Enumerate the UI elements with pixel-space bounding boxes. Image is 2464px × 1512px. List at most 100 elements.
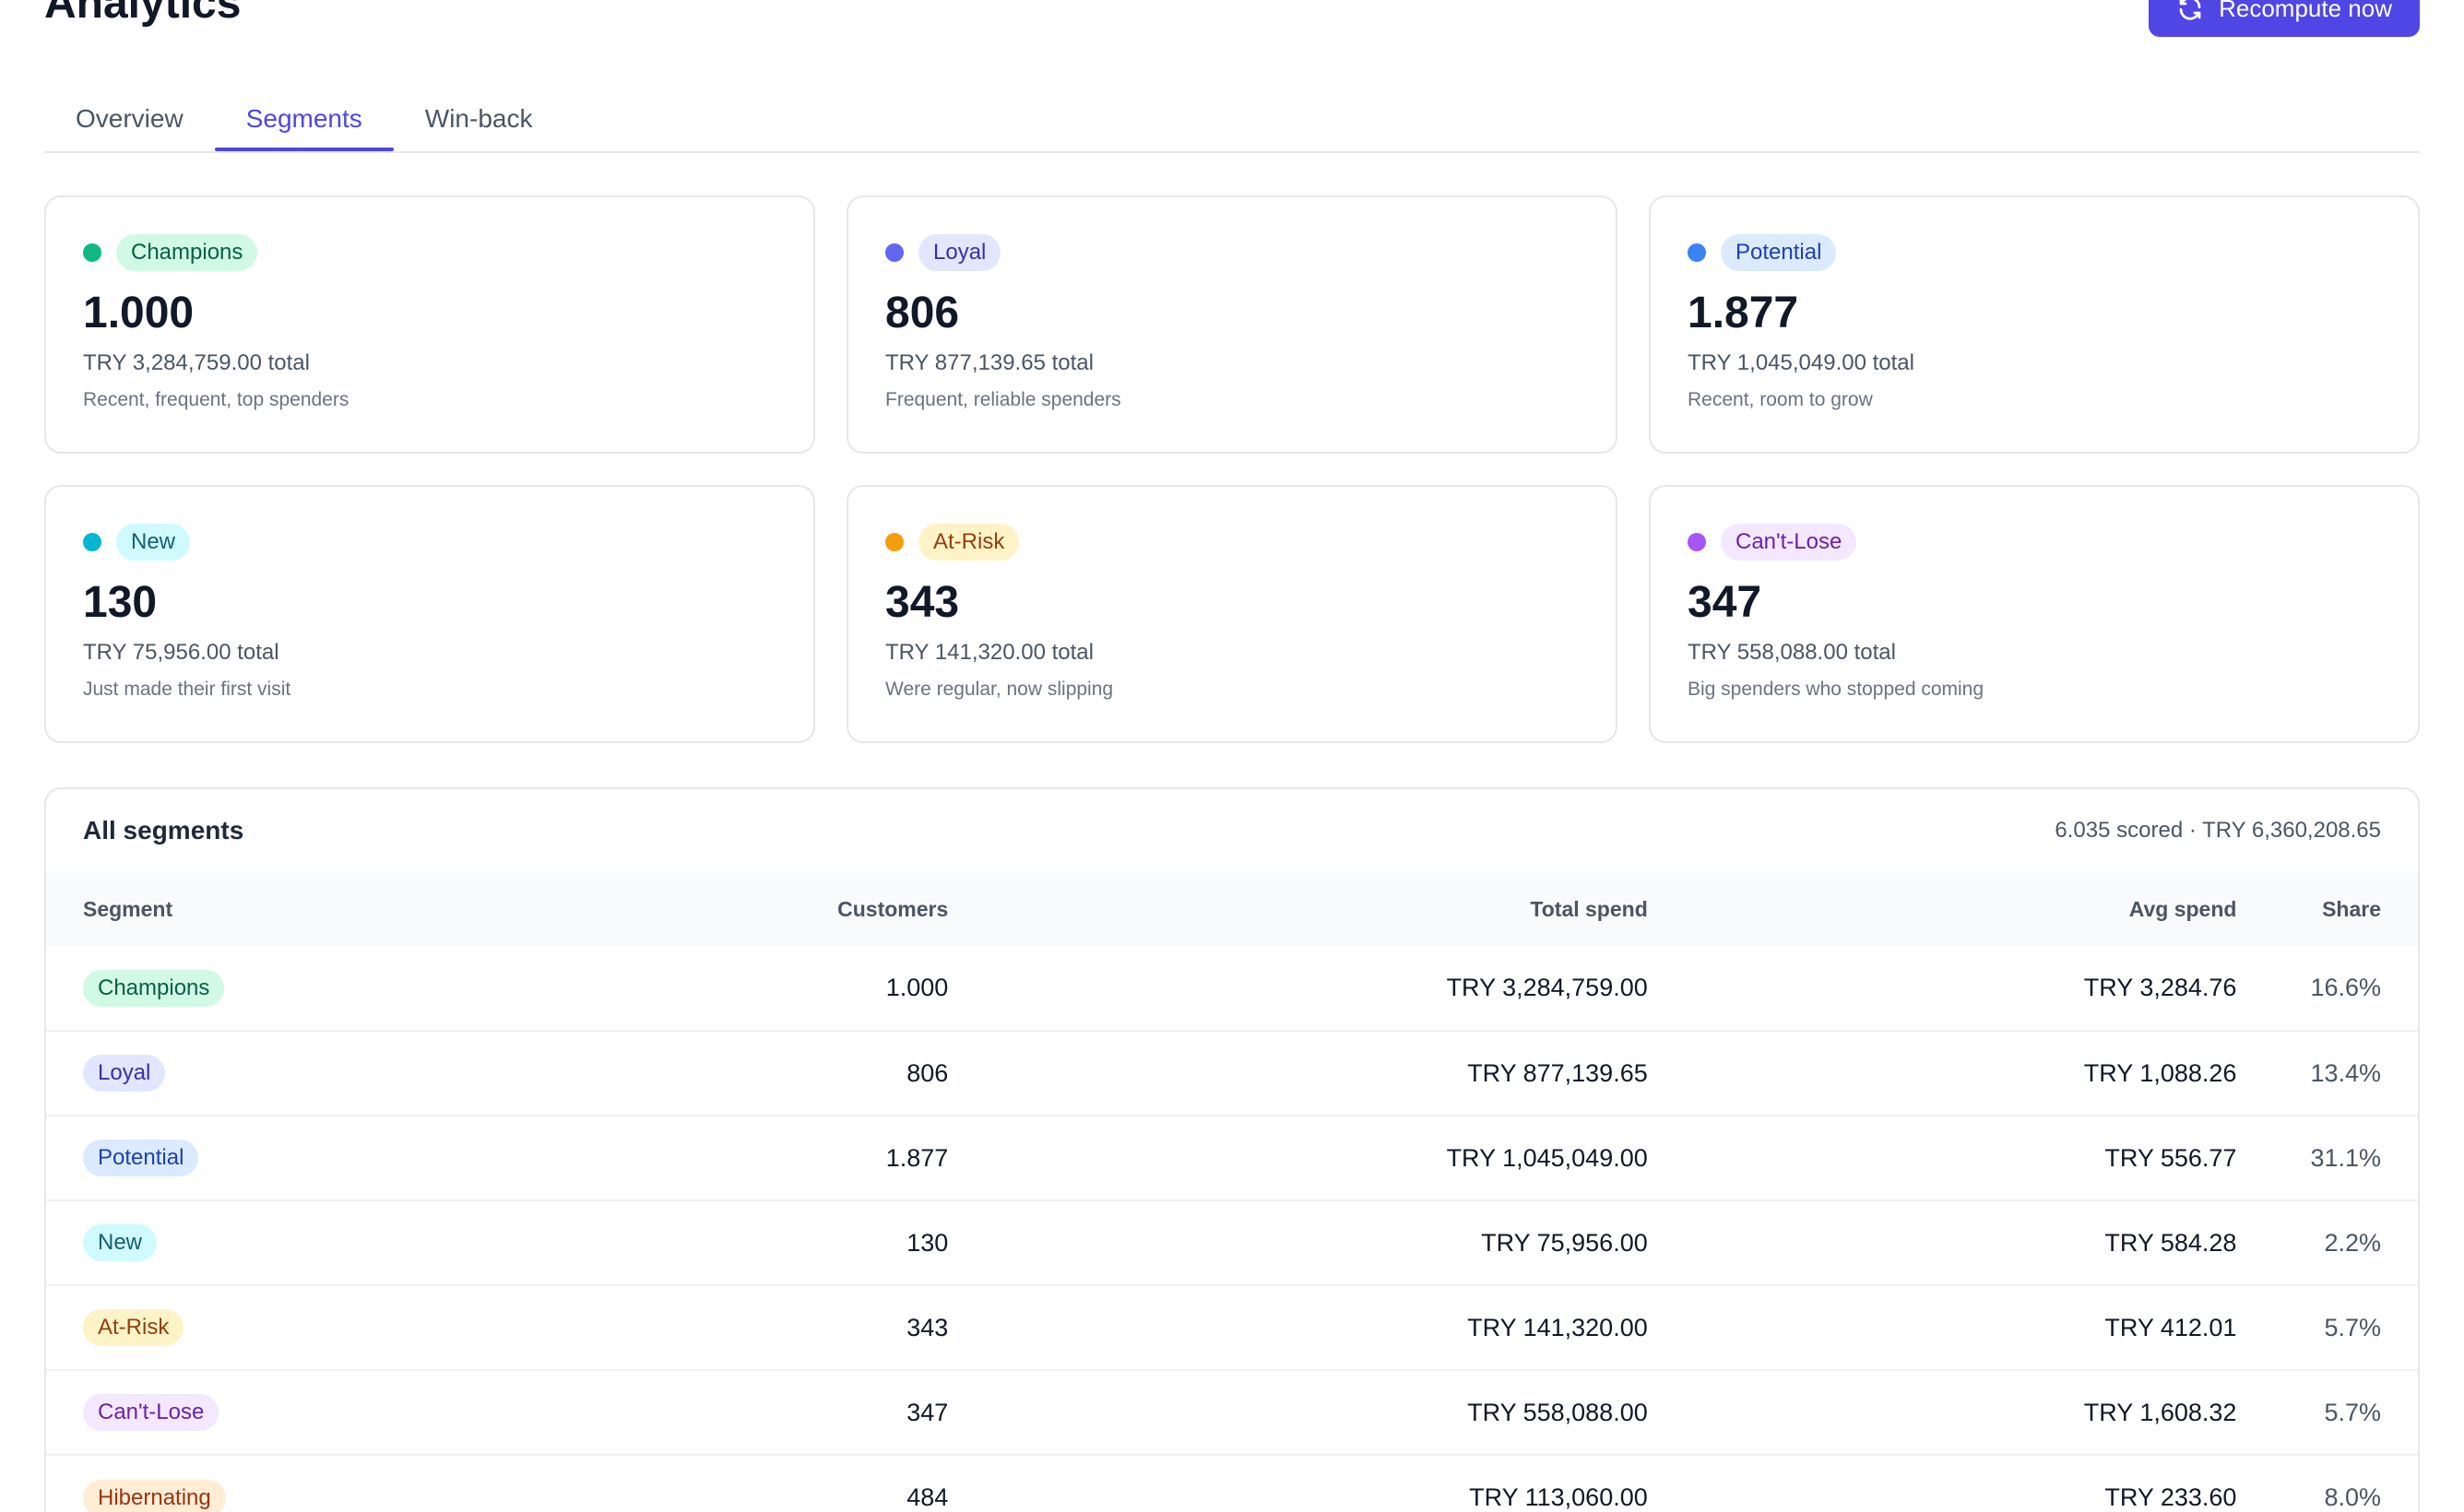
segment-badge: Hibernating xyxy=(83,1479,226,1512)
table-row[interactable]: Hibernating 484 TRY 113,060.00 TRY 233.60 8.… xyxy=(46,1455,2418,1512)
table-row[interactable]: Can't-Lose 347 TRY 558,088.00 TRY 1,608.32 5… xyxy=(46,1370,2418,1455)
segment-badge: Can't-Lose xyxy=(1721,524,1857,561)
total-spend-cell: TRY 1,045,049.00 xyxy=(1446,1143,1648,1172)
avg-spend-cell: TRY 556.77 xyxy=(2104,1143,2237,1172)
customers-cell: 347 xyxy=(906,1398,949,1426)
segment-dot-icon xyxy=(83,243,101,262)
segment-dot-icon xyxy=(885,533,904,551)
segment-count: 130 xyxy=(83,578,158,627)
segment-total: TRY 3,284,759.00 total xyxy=(83,350,310,375)
column-header-share[interactable]: Share xyxy=(2322,896,2381,921)
customers-cell: 343 xyxy=(906,1313,949,1341)
avg-spend-cell: TRY 1,608.32 xyxy=(2083,1398,2237,1426)
share-cell: 5.7% xyxy=(2324,1313,2381,1341)
segment-cell: Hibernating xyxy=(46,1455,635,1512)
segment-description: Recent, frequent, top spenders xyxy=(83,389,349,410)
table-row[interactable]: Potential 1.877 TRY 1,045,049.00 TRY 556.77… xyxy=(46,1116,2418,1200)
segment-badge: At-Risk xyxy=(918,524,1020,561)
column-header-avg-spend[interactable]: Avg spend xyxy=(2128,896,2237,921)
customers-cell: 1.000 xyxy=(885,974,949,1001)
card-header: Can't-Lose xyxy=(1688,524,2381,561)
segment-count: 806 xyxy=(885,289,960,337)
all-segments-panel: All segments 6.035 scored · TRY 6,360,20… xyxy=(44,787,2420,1512)
segment-badge: Champions xyxy=(83,969,225,1007)
avg-spend-cell: TRY 584.28 xyxy=(2104,1228,2237,1257)
table-row[interactable]: New 130 TRY 75,956.00 TRY 584.28 2.2% xyxy=(46,1200,2418,1285)
table-body: Champions 1.000 TRY 3,284,759.00 TRY 3,284.… xyxy=(46,946,2418,1512)
segments-table: Segment Customers Total spend Avg spend … xyxy=(46,872,2418,1512)
column-header-customers[interactable]: Customers xyxy=(837,896,949,921)
panel-header: All segments 6.035 scored · TRY 6,360,20… xyxy=(46,789,2418,872)
total-spend-cell: TRY 3,284,759.00 xyxy=(1446,974,1648,1001)
segment-dot-icon xyxy=(83,533,101,551)
segment-total: TRY 1,045,049.00 total xyxy=(1688,350,1914,375)
segment-badge: Can't-Lose xyxy=(83,1394,219,1431)
segment-card: Can't-Lose 347 TRY 558,088.00 total Big spe… xyxy=(1649,485,2420,743)
segment-description: Were regular, now slipping xyxy=(885,679,1114,700)
share-cell: 5.7% xyxy=(2324,1398,2381,1426)
customers-cell: 806 xyxy=(906,1058,949,1087)
card-header: At-Risk xyxy=(885,524,1579,561)
segment-card: New 130 TRY 75,956.00 total Just made their… xyxy=(44,485,815,743)
total-spend-cell: TRY 113,060.00 xyxy=(1469,1483,1648,1511)
recompute-now-label: Recompute now xyxy=(2219,0,2392,22)
segment-badge: Potential xyxy=(1721,234,1837,271)
recompute-now-button[interactable]: Recompute now xyxy=(2149,0,2420,37)
segment-cell: Potential xyxy=(46,1116,635,1200)
segment-cell: Loyal xyxy=(46,1031,635,1116)
avg-spend-cell: TRY 3,284.76 xyxy=(2083,974,2237,1001)
tab-win-back[interactable]: Win-back xyxy=(424,104,533,133)
customers-cell: 1.877 xyxy=(885,1143,949,1172)
segment-badge: Loyal xyxy=(83,1055,166,1092)
tab-overview[interactable]: Overview xyxy=(76,104,184,133)
segment-badge: Champions xyxy=(116,234,258,271)
avg-spend-cell: TRY 233.60 xyxy=(2104,1483,2237,1511)
share-cell: 2.2% xyxy=(2324,1228,2381,1257)
column-header-total-spend[interactable]: Total spend xyxy=(1530,896,1648,921)
refresh-icon xyxy=(2176,0,2204,22)
table-row[interactable]: Champions 1.000 TRY 3,284,759.00 TRY 3,284.… xyxy=(46,946,2418,1031)
card-header: Champions xyxy=(83,234,776,271)
segment-cell: New xyxy=(46,1200,635,1285)
segment-description: Big spenders who stopped coming xyxy=(1688,679,1984,700)
segment-total: TRY 75,956.00 total xyxy=(83,640,279,665)
table-header-row: Segment Customers Total spend Avg spend … xyxy=(46,872,2418,946)
share-cell: 8.0% xyxy=(2324,1483,2381,1511)
tab-bar: Overview Segments Win-back xyxy=(44,89,2420,153)
panel-summary: 6.035 scored · TRY 6,360,208.65 xyxy=(2055,818,2381,843)
segment-count: 347 xyxy=(1688,578,1762,627)
segment-cell: Champions xyxy=(46,946,635,1031)
card-header: New xyxy=(83,524,776,561)
share-cell: 16.6% xyxy=(2310,974,2381,1001)
segment-dot-icon xyxy=(1688,243,1706,262)
segment-badge: New xyxy=(116,524,191,561)
segment-card: At-Risk 343 TRY 141,320.00 total Were regul… xyxy=(847,485,1617,743)
table-row[interactable]: At-Risk 343 TRY 141,320.00 TRY 412.01 5.7% xyxy=(46,1285,2418,1370)
card-header: Loyal xyxy=(885,234,1579,271)
share-cell: 31.1% xyxy=(2310,1143,2381,1172)
segment-description: Just made their first visit xyxy=(83,679,291,700)
total-spend-cell: TRY 141,320.00 xyxy=(1467,1313,1648,1341)
panel-title: All segments xyxy=(83,816,244,845)
total-spend-cell: TRY 75,956.00 xyxy=(1481,1228,1648,1257)
segment-badge: At-Risk xyxy=(83,1309,184,1346)
share-cell: 13.4% xyxy=(2310,1058,2381,1087)
segment-dot-icon xyxy=(1688,533,1706,551)
column-header-segment[interactable]: Segment xyxy=(83,896,173,921)
segment-badge: New xyxy=(83,1224,158,1261)
segment-description: Frequent, reliable spenders xyxy=(885,389,1121,410)
table-row[interactable]: Loyal 806 TRY 877,139.65 TRY 1,088.26 13.4% xyxy=(46,1031,2418,1116)
total-spend-cell: TRY 558,088.00 xyxy=(1467,1398,1648,1426)
segment-total: TRY 558,088.00 total xyxy=(1688,640,1896,665)
page-title: Analytics xyxy=(44,0,242,28)
segment-badge: Potential xyxy=(83,1140,199,1176)
total-spend-cell: TRY 877,139.65 xyxy=(1467,1058,1648,1087)
segment-description: Recent, room to grow xyxy=(1688,389,1873,410)
segment-card: Loyal 806 TRY 877,139.65 total Frequent, re… xyxy=(847,195,1617,454)
customers-cell: 130 xyxy=(906,1228,949,1257)
avg-spend-cell: TRY 1,088.26 xyxy=(2083,1058,2237,1087)
tab-segments[interactable]: Segments xyxy=(214,89,394,151)
segment-badge: Loyal xyxy=(918,234,1001,271)
avg-spend-cell: TRY 412.01 xyxy=(2104,1313,2237,1341)
